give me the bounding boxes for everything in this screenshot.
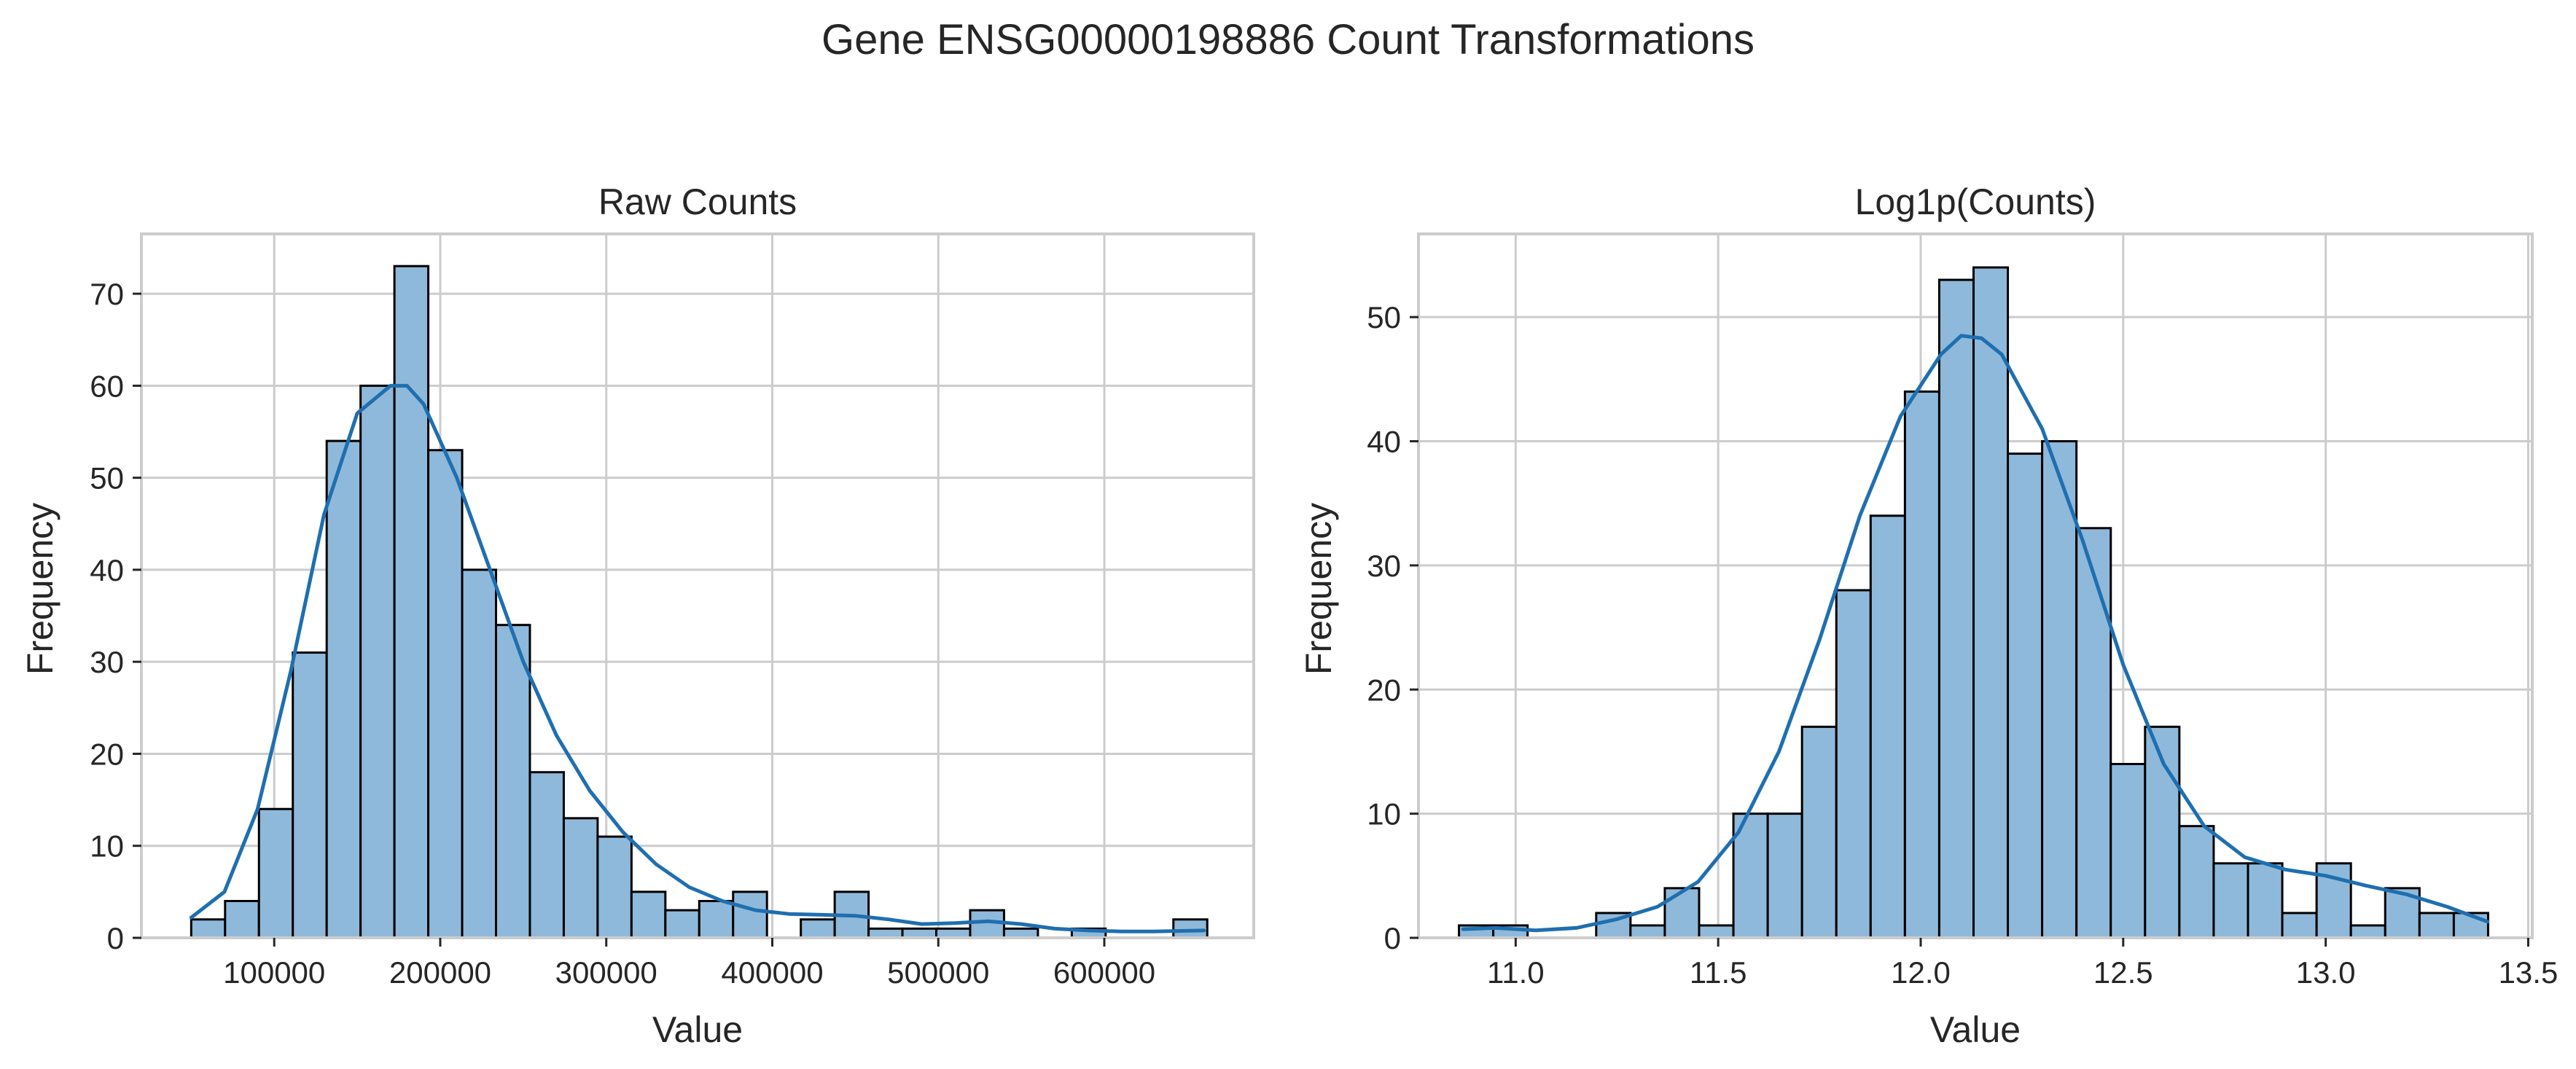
raw-counts-xtick-label-3: 400000	[721, 955, 823, 990]
log1p-counts-bar-16	[2007, 453, 2044, 939]
log1p-counts-bar-26	[2349, 924, 2386, 939]
log1p-counts-bar-15	[1972, 266, 2010, 939]
log1p-counts-xtick-label-5: 13.5	[2499, 955, 2559, 990]
raw-counts-bar-6	[393, 265, 430, 939]
log1p-counts-bar-23	[2247, 862, 2284, 939]
figure-title: Gene ENSG00000198886 Count Transformatio…	[821, 16, 1755, 63]
raw-counts-bar-11	[562, 817, 599, 939]
log1p-counts-bar-6	[1663, 887, 1701, 939]
raw-counts-bar-0	[190, 918, 227, 939]
raw-counts-xtick-label-4: 500000	[887, 955, 989, 990]
raw-counts-bars	[190, 265, 1209, 939]
log1p-counts-bar-24	[2281, 912, 2318, 939]
log1p-counts-bar-11	[1835, 589, 1872, 939]
log1p-counts-panel: Log1p(Counts) Value Frequency 11.0 11.5 12…	[1298, 181, 2558, 1050]
raw-counts-bar-29	[1172, 918, 1209, 939]
log1p-counts-ylabel: Frequency	[1298, 503, 1339, 675]
raw-counts-xlabel: Value	[652, 1009, 743, 1050]
log1p-counts-bar-17	[2041, 440, 2078, 939]
log1p-counts-kde-line	[1461, 334, 2490, 933]
log1p-counts-bar-9	[1766, 812, 1803, 939]
raw-counts-axes-frame	[140, 232, 1255, 939]
raw-counts-bar-5	[359, 384, 396, 939]
log1p-counts-bar-18	[2075, 527, 2112, 939]
raw-counts-xtick-label-5: 600000	[1053, 955, 1155, 990]
raw-counts-ylabel: Frequency	[20, 503, 61, 675]
log1p-counts-bars	[1458, 266, 2489, 939]
log1p-counts-bar-5	[1629, 924, 1666, 939]
log1p-counts-bar-21	[2178, 825, 2215, 939]
log1p-counts-xtick-label-2: 12.0	[1891, 955, 1951, 990]
raw-counts-bar-15	[698, 899, 735, 939]
raw-counts-bar-16	[732, 890, 768, 939]
log1p-counts-xlabel: Value	[1930, 1009, 2021, 1050]
raw-counts-bar-14	[664, 909, 700, 939]
raw-counts-bar-10	[528, 771, 565, 939]
raw-counts-ytick-label-0: 0	[107, 921, 124, 955]
raw-counts-bar-23	[969, 909, 1005, 939]
log1p-counts-bar-7	[1698, 924, 1735, 939]
raw-counts-kde-line	[189, 383, 1206, 933]
log1p-counts-bar-10	[1800, 725, 1838, 939]
log1p-counts-ytick-label-0: 0	[1384, 921, 1401, 955]
log1p-counts-bar-14	[1937, 278, 1975, 939]
log1p-counts-axes-frame	[1417, 232, 2534, 939]
log1p-counts-ytick-label-4: 40	[1367, 425, 1401, 459]
raw-counts-bar-3	[292, 651, 328, 939]
raw-counts-ytick-label-5: 50	[90, 461, 124, 496]
raw-counts-bar-7	[427, 449, 464, 939]
raw-counts-ytick-label-6: 60	[90, 369, 124, 403]
raw-counts-bar-1	[224, 899, 260, 939]
log1p-counts-bar-28	[2418, 912, 2455, 939]
log1p-counts-bar-19	[2109, 762, 2147, 939]
raw-counts-xtick-label-2: 300000	[555, 955, 657, 990]
log1p-counts-xtick-label-3: 12.5	[2093, 955, 2153, 990]
raw-counts-bar-12	[596, 835, 633, 939]
raw-counts-bar-9	[494, 624, 531, 939]
log1p-counts-ytick-label-1: 10	[1367, 797, 1401, 831]
raw-counts-panel: Raw Counts Value Frequency 100000 200000 3…	[20, 181, 1255, 1050]
log1p-counts-xtick-label-0: 11.0	[1487, 955, 1545, 990]
log1p-counts-xtick-label-1: 11.5	[1690, 955, 1747, 990]
log1p-counts-bar-22	[2212, 862, 2249, 939]
raw-counts-title: Raw Counts	[598, 181, 797, 222]
raw-counts-ytick-label-3: 30	[90, 645, 124, 679]
log1p-counts-ytick-label-3: 30	[1367, 549, 1401, 583]
log1p-counts-xtick-label-4: 13.0	[2296, 955, 2356, 990]
log1p-counts-bar-13	[1903, 390, 1940, 939]
raw-counts-bar-2	[257, 807, 294, 939]
raw-counts-ytick-label-2: 20	[90, 737, 124, 771]
raw-counts-xtick-label-1: 200000	[389, 955, 491, 990]
raw-counts-bar-18	[800, 918, 836, 939]
raw-counts-bar-13	[630, 890, 667, 939]
raw-counts-ytick-label-4: 40	[90, 553, 124, 587]
log1p-counts-title: Log1p(Counts)	[1855, 181, 2096, 222]
log1p-counts-ytick-label-2: 20	[1367, 673, 1401, 707]
raw-counts-bar-4	[325, 439, 362, 939]
raw-counts-ytick-label-1: 10	[90, 829, 124, 864]
raw-counts-xtick-label-0: 100000	[223, 955, 325, 990]
raw-counts-bar-8	[461, 568, 497, 939]
log1p-counts-bar-12	[1869, 514, 1906, 939]
raw-counts-ytick-label-7: 70	[90, 277, 124, 311]
log1p-counts-ytick-label-5: 50	[1367, 300, 1401, 334]
